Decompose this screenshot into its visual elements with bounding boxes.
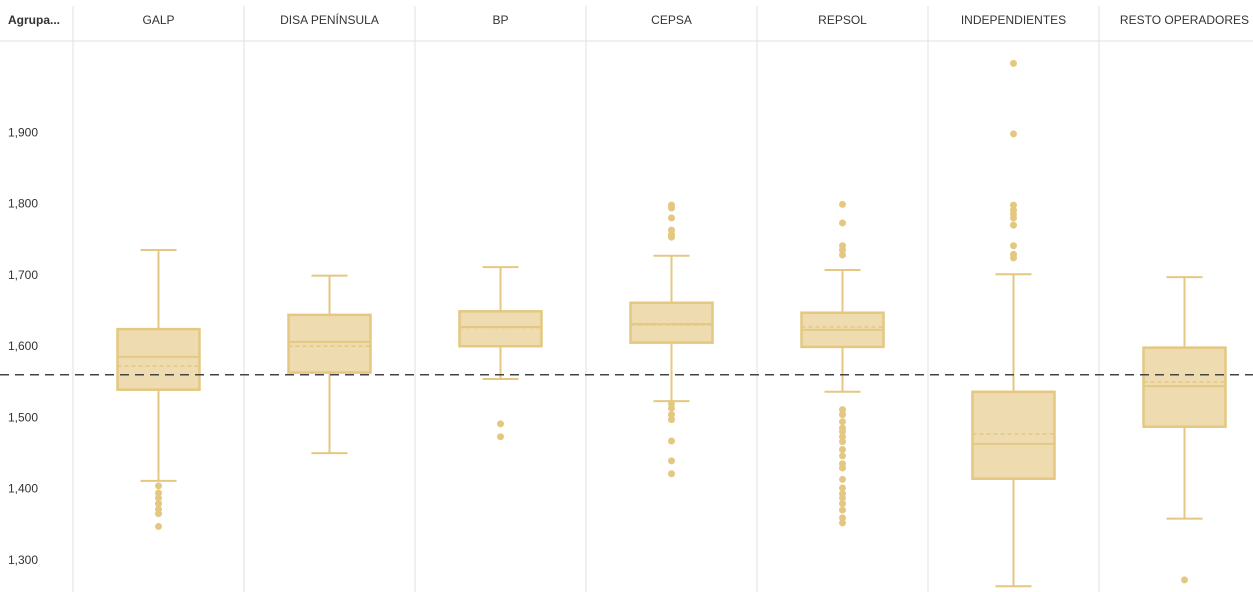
outlier (1010, 59, 1017, 67)
outlier (1181, 576, 1188, 584)
outlier (668, 204, 675, 212)
y-tick-label: 1,800 (8, 197, 38, 211)
outlier (839, 406, 846, 414)
y-tick-label: 1,700 (8, 268, 38, 282)
outlier (839, 464, 846, 472)
outlier (668, 457, 675, 465)
box (971, 390, 1056, 480)
outlier (1010, 242, 1017, 250)
outlier (155, 494, 162, 502)
outlier (839, 438, 846, 446)
box (287, 313, 372, 374)
outlier (668, 411, 675, 419)
outlier (839, 506, 846, 514)
y-tick-label: 1,500 (8, 410, 38, 424)
outlier (839, 484, 846, 492)
outlier (155, 510, 162, 518)
outlier (1010, 221, 1017, 229)
box (116, 327, 201, 391)
outlier (668, 470, 675, 478)
outlier (839, 200, 846, 208)
corner-label: Agrupa... (8, 13, 60, 27)
outlier (668, 437, 675, 445)
column-header: GALP (142, 13, 174, 27)
outlier (839, 519, 846, 527)
column-header: INDEPENDIENTES (961, 13, 1066, 27)
outlier (839, 418, 846, 426)
box (1142, 346, 1227, 428)
outlier (668, 404, 675, 412)
outlier (839, 494, 846, 502)
y-tick-label: 1,900 (8, 125, 38, 139)
box (629, 301, 714, 344)
column-header: CEPSA (651, 13, 692, 27)
outlier (1010, 214, 1017, 222)
column-header: REPSOL (818, 13, 867, 27)
outlier (839, 428, 846, 436)
outlier (839, 433, 846, 441)
outlier (155, 489, 162, 497)
outlier (839, 446, 846, 454)
outlier (839, 500, 846, 508)
outlier (839, 411, 846, 419)
outlier (668, 214, 675, 222)
y-tick-label: 1,600 (8, 339, 38, 353)
outlier (1010, 130, 1017, 138)
outlier (839, 475, 846, 483)
outlier (1010, 254, 1017, 262)
outlier (839, 452, 846, 460)
outlier (1010, 201, 1017, 209)
outlier (668, 233, 675, 241)
box (458, 310, 543, 348)
outlier (839, 251, 846, 259)
outlier (155, 482, 162, 490)
outlier (497, 420, 504, 428)
outlier (839, 246, 846, 254)
outlier (839, 219, 846, 227)
y-tick-label: 1,400 (8, 482, 38, 496)
outlier (155, 500, 162, 508)
outlier (668, 416, 675, 424)
column-header: RESTO OPERADORES (1120, 13, 1249, 27)
outlier (497, 433, 504, 441)
column-header: BP (492, 13, 508, 27)
y-tick-label: 1,300 (8, 553, 38, 567)
outlier (839, 514, 846, 522)
outlier (155, 522, 162, 530)
column-header: DISA PENÍNSULA (280, 12, 379, 27)
